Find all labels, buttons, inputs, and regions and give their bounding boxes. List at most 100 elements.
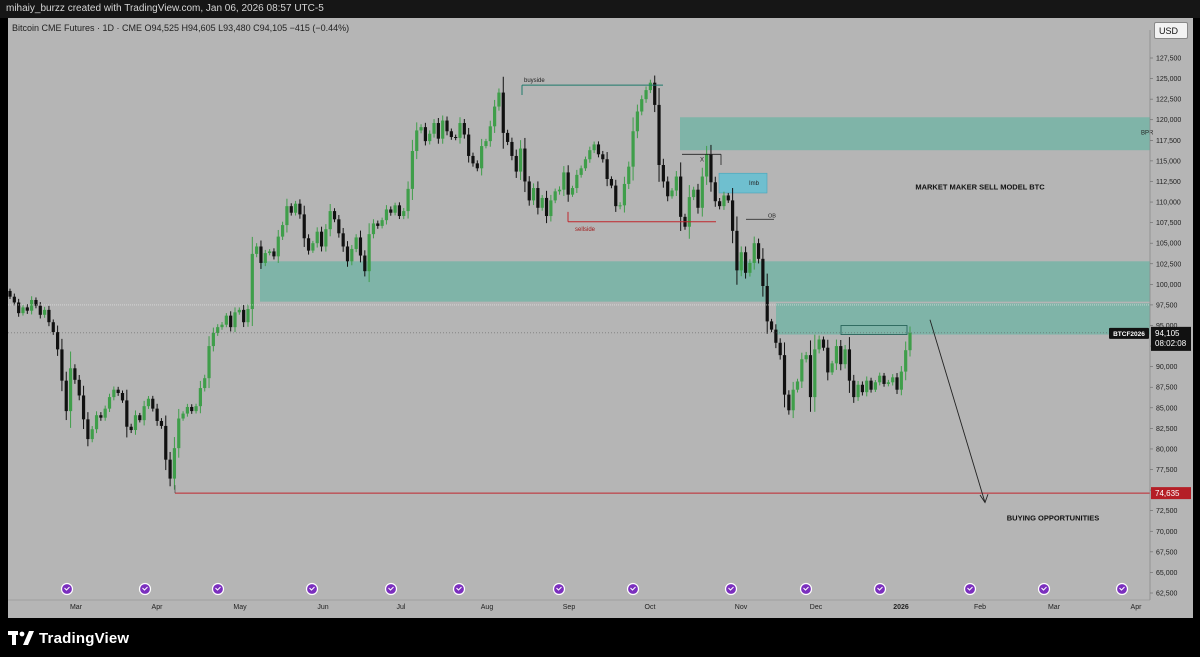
candle-body xyxy=(151,398,155,409)
tradingview-logo-text: TradingView xyxy=(39,629,130,647)
candle-body xyxy=(891,377,895,383)
candle-body xyxy=(640,99,644,112)
time-axis-label: 2026 xyxy=(893,604,909,611)
candle-body xyxy=(164,425,168,460)
price-axis-label: 122,500 xyxy=(1156,97,1181,104)
candle-body xyxy=(454,137,458,139)
event-marker-glyph xyxy=(967,586,973,591)
candle-body xyxy=(527,181,531,201)
candle-body xyxy=(397,205,402,217)
candle-body xyxy=(168,459,172,479)
tradingview-logo[interactable]: TradingView xyxy=(8,628,129,648)
candle-body xyxy=(622,183,627,206)
event-marker-glyph xyxy=(142,586,148,591)
candle-body xyxy=(549,200,553,217)
candle-body xyxy=(380,220,384,226)
candle-body xyxy=(376,223,380,226)
candle-body xyxy=(233,312,237,328)
price-axis-label: 107,500 xyxy=(1156,220,1181,227)
candle-body xyxy=(86,419,90,440)
candle-body xyxy=(761,258,765,286)
author-line: mihaiy_burzz created with TradingView.co… xyxy=(6,3,324,14)
candle-body xyxy=(268,251,272,254)
candle-body xyxy=(795,381,800,390)
chart-area[interactable]: BPR Imb buyside sellside X OB MARKET MAKER SEL… xyxy=(8,18,1193,618)
candle-body xyxy=(826,347,830,373)
ob-label: OB xyxy=(768,213,776,219)
candle-body xyxy=(415,130,419,152)
candle-body xyxy=(51,322,55,333)
candle-body xyxy=(488,126,492,142)
candle-body xyxy=(813,349,817,398)
time-axis-label: Apr xyxy=(1131,604,1143,611)
time-axis-label: Feb xyxy=(974,604,986,611)
x-label: X xyxy=(700,157,704,163)
price-axis-label: 112,500 xyxy=(1156,179,1181,186)
candle-body xyxy=(817,339,821,350)
candle-body xyxy=(544,197,549,217)
level-price-tag: 74,635 xyxy=(1155,489,1180,498)
candle-body xyxy=(709,154,713,183)
candle-body xyxy=(800,359,804,382)
candle-body xyxy=(432,123,436,134)
event-marker-glyph xyxy=(64,586,70,591)
candle-body xyxy=(713,182,717,202)
candle-body xyxy=(402,211,406,217)
candle-body xyxy=(441,120,445,139)
candle-body xyxy=(480,146,484,169)
candle-body xyxy=(726,195,730,201)
candle-body xyxy=(557,189,562,192)
candle-body xyxy=(350,248,354,262)
candle-body xyxy=(306,238,311,251)
price-axis-label: 70,000 xyxy=(1156,529,1178,536)
price-axis-label: 120,000 xyxy=(1156,117,1181,124)
candle-body xyxy=(631,131,635,167)
candle-body xyxy=(562,172,566,190)
countdown-tag: 08:02:08 xyxy=(1155,339,1187,348)
candle-body xyxy=(518,148,523,172)
candle-body xyxy=(722,195,726,207)
candle-body xyxy=(609,178,614,186)
event-marker-glyph xyxy=(630,586,636,591)
price-axis-label: 65,000 xyxy=(1156,570,1178,577)
candle-body xyxy=(739,252,743,271)
candle-body xyxy=(860,384,865,393)
candle-body xyxy=(246,309,250,323)
time-axis-label: Mar xyxy=(1048,604,1061,611)
price-axis-label: 77,500 xyxy=(1156,467,1178,474)
candle-body xyxy=(276,236,280,257)
candle-body xyxy=(43,309,47,315)
price-axis-label: 127,500 xyxy=(1156,56,1181,63)
demand-zone-upper xyxy=(260,261,1150,302)
candle-body xyxy=(436,123,440,139)
candle-body xyxy=(73,368,77,380)
price-axis-label: 80,000 xyxy=(1156,446,1178,453)
event-marker-glyph xyxy=(556,586,562,591)
price-axis-label: 95,000 xyxy=(1156,323,1178,330)
candle-body xyxy=(886,382,890,384)
time-axis-label: Aug xyxy=(481,604,494,611)
price-axis-label: 102,500 xyxy=(1156,261,1181,268)
candle-body xyxy=(839,346,843,365)
price-axis-label: 117,500 xyxy=(1156,138,1181,145)
candle-body xyxy=(47,309,51,323)
candle-body xyxy=(112,389,116,398)
candle-body xyxy=(146,398,151,407)
candle-body xyxy=(583,159,588,169)
currency-button[interactable]: USD xyxy=(1154,22,1188,39)
time-axis-label: Dec xyxy=(810,604,823,611)
candle-body xyxy=(345,246,350,262)
candle-body xyxy=(878,375,882,383)
candle-body xyxy=(406,188,410,212)
price-chart[interactable]: BPR Imb buyside sellside X OB MARKET MAKER SEL… xyxy=(8,18,1193,618)
price-axis-label: 85,000 xyxy=(1156,405,1178,412)
range-box xyxy=(840,325,908,335)
candle-body xyxy=(298,203,302,215)
candle-body xyxy=(808,355,813,398)
buyside-label: buyside xyxy=(524,78,545,84)
candle-body xyxy=(419,127,423,131)
author-bar: mihaiy_burzz created with TradingView.co… xyxy=(0,0,1200,18)
candle-body xyxy=(696,189,700,208)
candle-body xyxy=(198,388,202,407)
event-marker-glyph xyxy=(728,586,734,591)
